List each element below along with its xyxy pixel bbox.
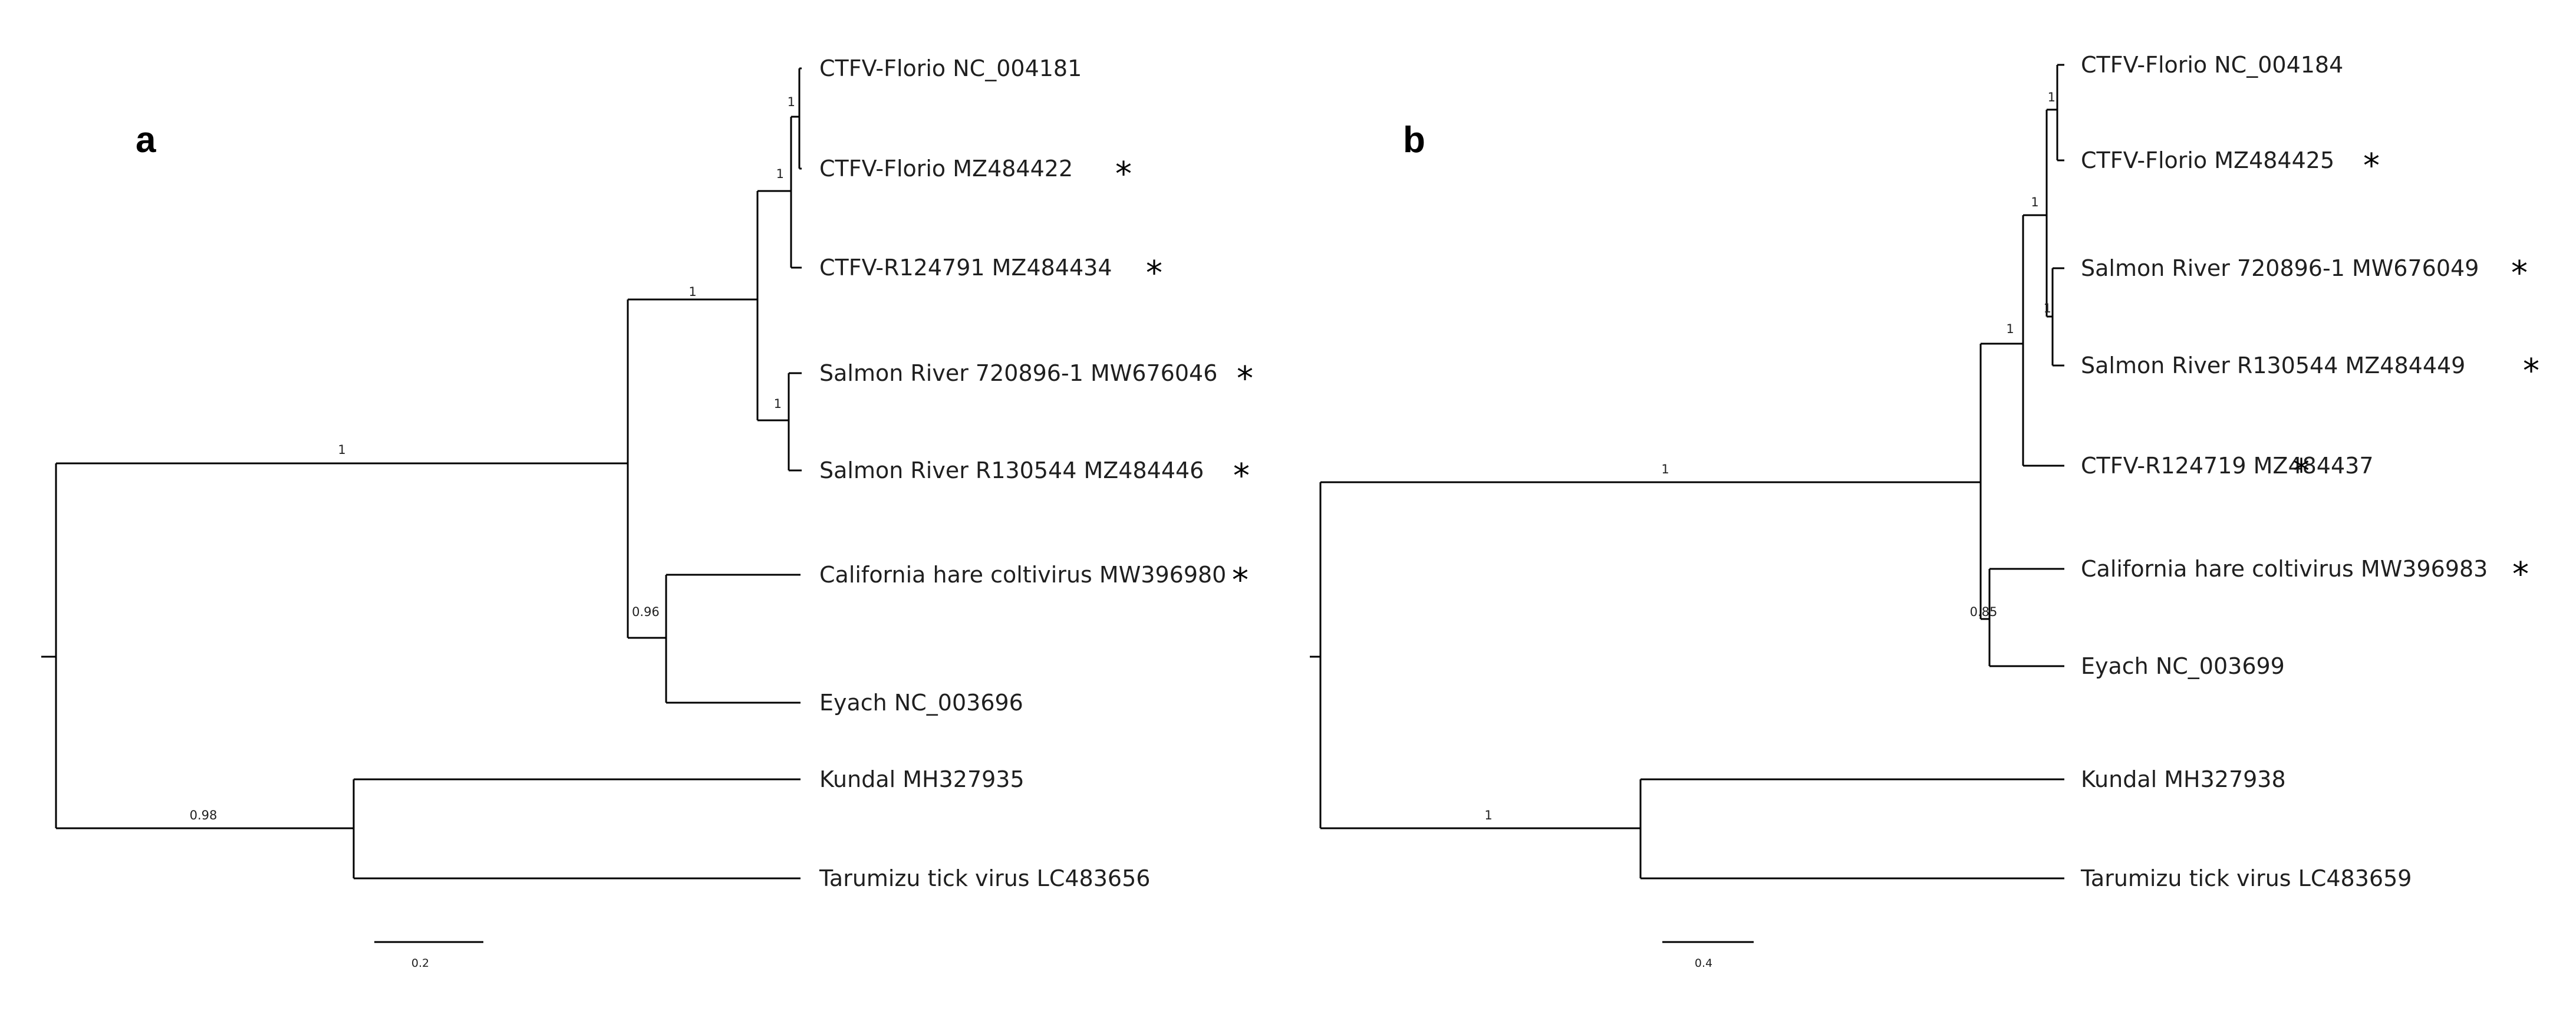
panel-a-support-ingroup: 1 bbox=[338, 443, 345, 457]
panel-a-support-values: 1 1 1 1 1 0.96 0.98 bbox=[190, 95, 795, 822]
panel-b-asterisks: * * * * * bbox=[2293, 147, 2539, 594]
panel-b-support-salmon-pair: 1 bbox=[2044, 301, 2051, 315]
panel-b-asterisk: * bbox=[2293, 452, 2310, 490]
panel-a-support-salmon-pair: 1 bbox=[774, 397, 782, 411]
panel-b: b bbox=[1310, 52, 2539, 970]
panel-a-leaf-label: CTFV-R124791 MZ484434 bbox=[819, 255, 1112, 281]
panel-a-leaf-label: Salmon River R130544 MZ484446 bbox=[819, 457, 1204, 483]
panel-b-leaf-label: Salmon River 720896-1 MW676049 bbox=[2081, 255, 2479, 281]
panel-a-scale-label: 0.2 bbox=[411, 957, 429, 970]
panel-b-support-cal-eyach: 0.85 bbox=[1970, 605, 1998, 619]
panel-b-leaf-label: CTFV-Florio MZ484425 bbox=[2081, 147, 2334, 173]
panel-a-asterisk: * bbox=[1237, 360, 1253, 398]
panel-b-asterisk: * bbox=[2523, 352, 2539, 390]
panel-b-support-inner-clade: 1 bbox=[2031, 195, 2038, 209]
panel-b-support-florio-pair: 1 bbox=[2048, 90, 2055, 104]
panel-a-support-ctfv-subclade: 1 bbox=[776, 167, 784, 181]
panel-a-leaf-label: CTFV-Florio MZ484422 bbox=[819, 156, 1073, 182]
panel-a-leaf-label: CTFV-Florio NC_004181 bbox=[819, 55, 1082, 81]
panel-a-branches bbox=[41, 67, 802, 880]
panel-a-leaf-label: California hare coltivirus MW396980 bbox=[819, 562, 1226, 588]
panel-b-asterisk: * bbox=[2363, 147, 2380, 185]
panel-b-leaf-label: CTFV-R124719 MZ484437 bbox=[2081, 453, 2374, 479]
panel-b-scale-bar: 0.4 bbox=[1662, 941, 1754, 970]
panel-b-leaf-label: CTFV-Florio NC_004184 bbox=[2081, 52, 2343, 78]
panel-a-asterisk: * bbox=[1233, 457, 1250, 495]
panel-a-asterisk: * bbox=[1115, 155, 1132, 193]
panel-a-leaf-label: Tarumizu tick virus LC483656 bbox=[819, 865, 1150, 891]
panel-b-asterisk: * bbox=[2512, 555, 2529, 594]
panel-b-support-ingroup: 1 bbox=[1661, 462, 1669, 476]
panel-b-leaf-labels: CTFV-Florio NC_004184 CTFV-Florio MZ4844… bbox=[2080, 52, 2488, 891]
panel-a-support-outgroup: 0.98 bbox=[190, 808, 218, 822]
panel-a: a bbox=[41, 55, 1253, 970]
panel-b-letter: b bbox=[1403, 120, 1425, 160]
panel-a-letter: a bbox=[136, 120, 156, 160]
panel-b-leaf-label: Tarumizu tick virus LC483659 bbox=[2080, 865, 2412, 891]
panel-b-support-ctfv-clade: 1 bbox=[2006, 322, 2014, 336]
panel-b-leaf-label: Salmon River R130544 MZ484449 bbox=[2081, 353, 2465, 378]
panel-a-asterisks: * * * * * bbox=[1115, 155, 1253, 600]
panel-b-leaf-label: Kundal MH327938 bbox=[2081, 766, 2286, 792]
panel-a-support-cal-eyach: 0.96 bbox=[632, 605, 660, 619]
panel-a-scale-bar: 0.2 bbox=[374, 941, 483, 970]
panel-a-asterisk: * bbox=[1232, 561, 1249, 600]
panel-b-leaf-label: California hare coltivirus MW396983 bbox=[2081, 556, 2488, 582]
panel-b-scale-label: 0.4 bbox=[1695, 957, 1712, 970]
panel-b-support-outgroup: 1 bbox=[1484, 808, 1492, 822]
panel-b-branches bbox=[1310, 64, 2064, 880]
panel-a-leaf-label: Eyach NC_003696 bbox=[819, 690, 1023, 716]
panel-a-leaf-label: Kundal MH327935 bbox=[819, 766, 1025, 792]
panel-a-asterisk: * bbox=[1146, 254, 1162, 292]
panel-b-support-values: 1 1 1 1 1 0.85 1 bbox=[1484, 90, 2055, 822]
panel-b-asterisk: * bbox=[2511, 254, 2528, 292]
panel-a-leaf-labels: CTFV-Florio NC_004181 CTFV-Florio MZ4844… bbox=[819, 55, 1226, 891]
panel-a-support-ctfv-clade: 1 bbox=[689, 285, 696, 299]
panel-b-leaf-label: Eyach NC_003699 bbox=[2081, 653, 2285, 679]
panel-a-support-florio-pair: 1 bbox=[788, 95, 795, 109]
panel-a-leaf-label: Salmon River 720896-1 MW676046 bbox=[819, 360, 1217, 386]
